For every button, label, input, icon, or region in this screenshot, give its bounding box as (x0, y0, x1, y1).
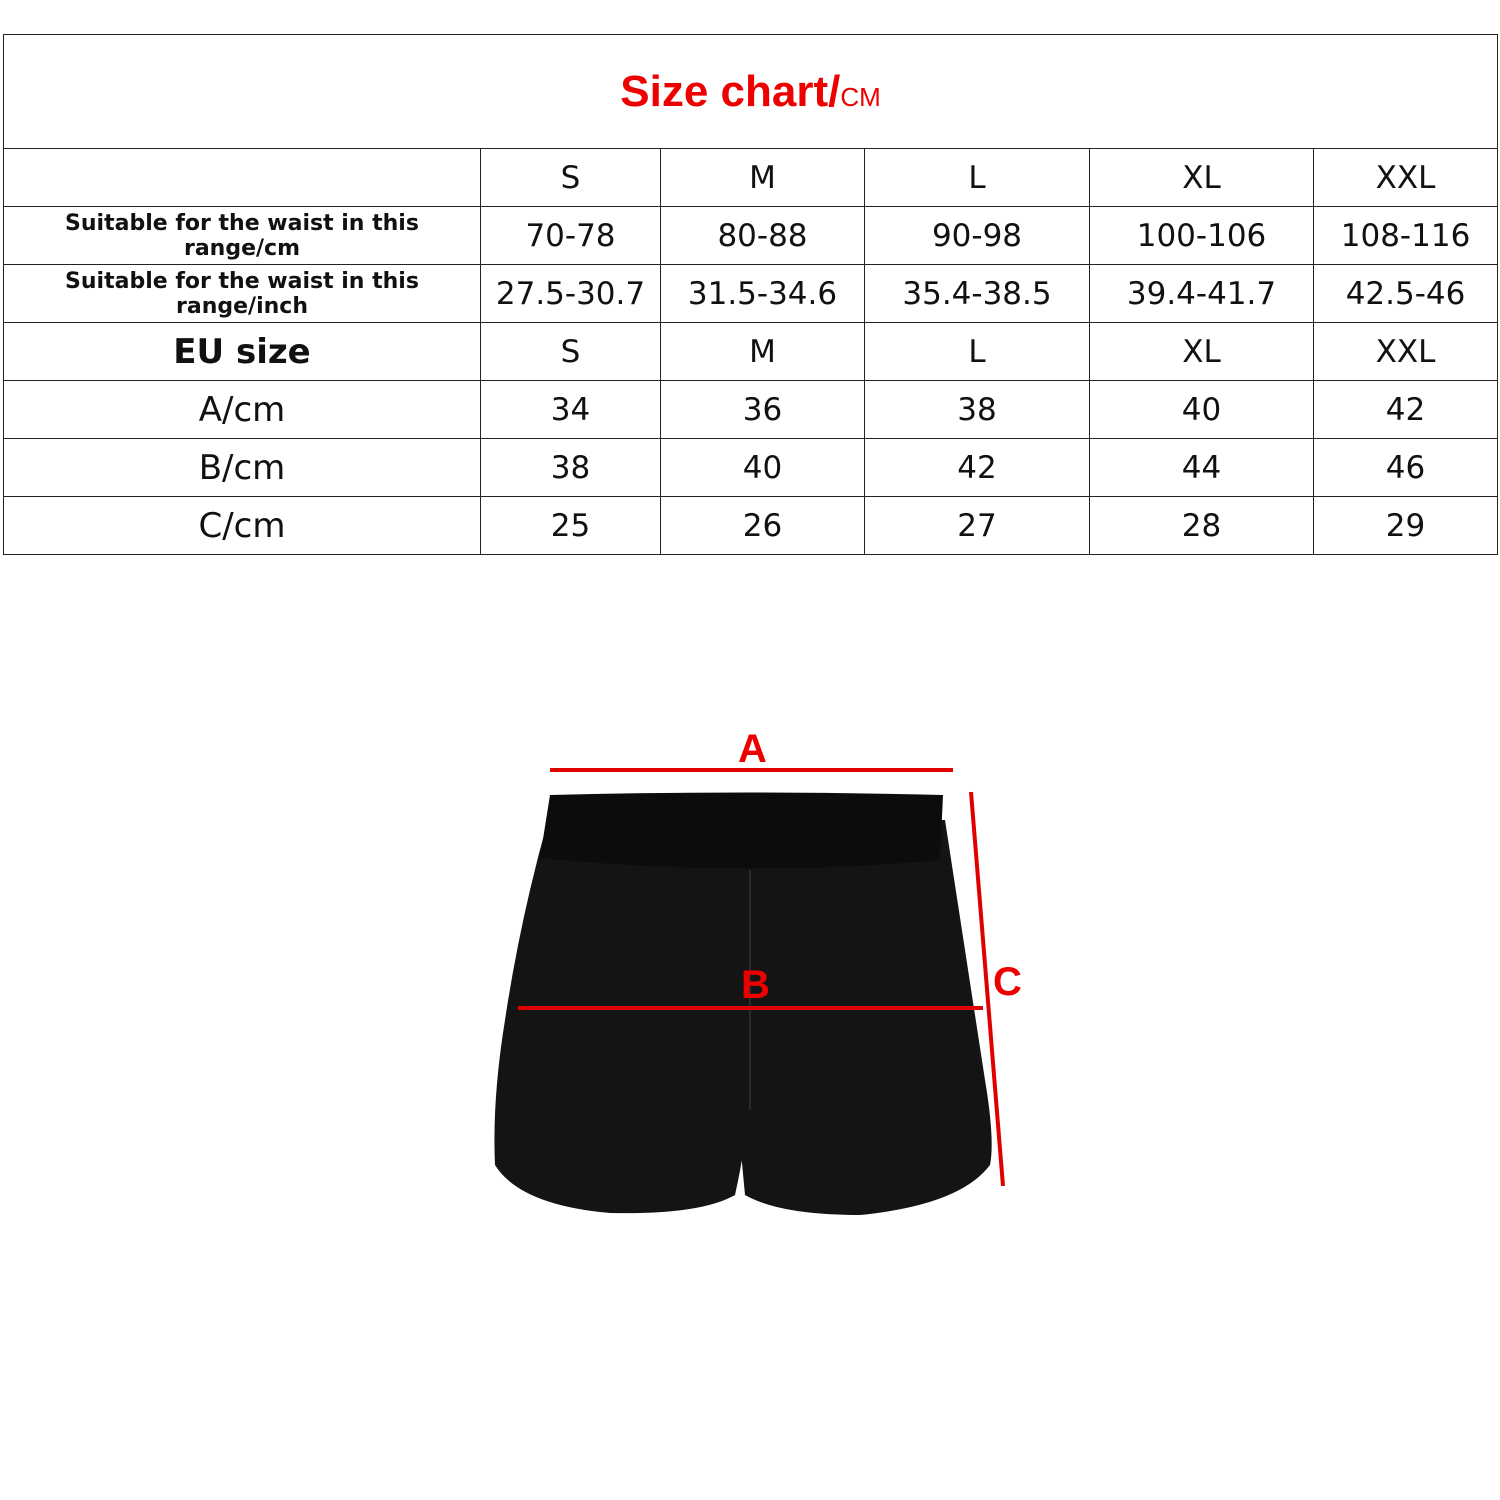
table-row: Suitable for the waist in this range/inc… (3, 264, 1499, 323)
table-cell: 40 (1089, 380, 1314, 439)
table-cell: 39.4-41.7 (1089, 264, 1314, 323)
row-label: A/cm (3, 380, 481, 439)
label-b: B (741, 963, 770, 1007)
line-c (969, 791, 1005, 1187)
table-cell: S (480, 322, 661, 381)
table-cell: 42 (864, 438, 1090, 497)
table-cell: 70-78 (480, 206, 661, 265)
size-chart-table: Size chart/CM S M L XL XXL Suitable for … (2, 34, 1499, 555)
row-label: C/cm (3, 496, 481, 555)
table-cell: 108-116 (1312, 206, 1499, 265)
waistband (540, 792, 943, 869)
table-cell: 35.4-38.5 (864, 264, 1090, 323)
table-row: B/cm 38 40 42 44 46 (3, 438, 1499, 497)
row-label: B/cm (3, 438, 481, 497)
table-cell: L (864, 322, 1090, 381)
size-header: XXL (1312, 148, 1499, 207)
label-c: C (993, 960, 1022, 1004)
table-cell: 38 (480, 438, 661, 497)
shorts-body (494, 820, 992, 1215)
table-cell: 100-106 (1089, 206, 1314, 265)
row-label: Suitable for the waist in this range/inc… (3, 264, 481, 323)
table-cell: 31.5-34.6 (660, 264, 865, 323)
table-cell: 40 (660, 438, 865, 497)
table-cell: 38 (864, 380, 1090, 439)
size-header: S (480, 148, 661, 207)
chart-title: Size chart/CM (2, 34, 1499, 149)
table-cell: 44 (1089, 438, 1314, 497)
table-cell: 26 (660, 496, 865, 555)
table-cell: 28 (1089, 496, 1314, 555)
table-cell: M (660, 322, 865, 381)
table-cell: 80-88 (660, 206, 865, 265)
table-cell: 27 (864, 496, 1090, 555)
table-cell: 29 (1312, 496, 1499, 555)
table-cell: 34 (480, 380, 661, 439)
table-cell: 42 (1312, 380, 1499, 439)
label-a: A (738, 727, 767, 771)
table-cell: XL (1089, 322, 1314, 381)
table-cell: 46 (1312, 438, 1499, 497)
table-cell: 27.5-30.7 (480, 264, 661, 323)
table-row: C/cm 25 26 27 28 29 (3, 496, 1499, 555)
table-row: A/cm 34 36 38 40 42 (3, 380, 1499, 439)
size-header: XL (1089, 148, 1314, 207)
table-cell: 42.5-46 (1312, 264, 1499, 323)
